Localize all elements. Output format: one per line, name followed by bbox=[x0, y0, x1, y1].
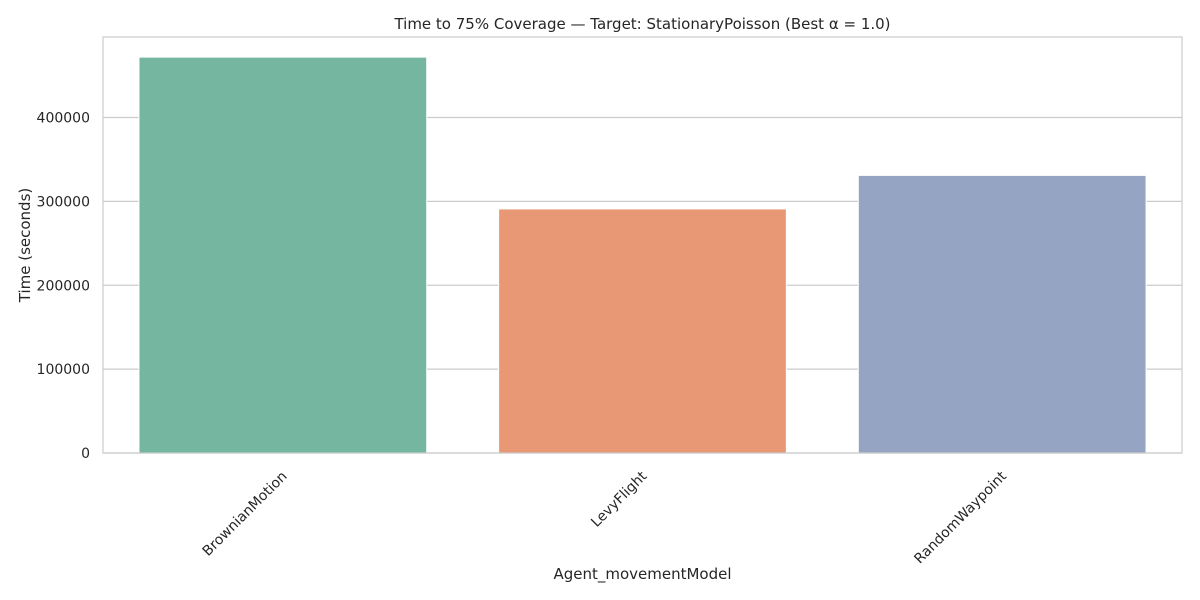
x-tick-label: LevyFlight bbox=[588, 468, 650, 530]
x-tick-labels: BrownianMotion LevyFlight RandomWaypoint bbox=[200, 468, 1011, 567]
y-tick-label: 100000 bbox=[37, 362, 90, 378]
y-tick-label: 200000 bbox=[37, 278, 90, 294]
chart-title: Time to 75% Coverage — Target: Stationar… bbox=[393, 15, 890, 33]
x-axis-label: Agent_movementModel bbox=[553, 565, 731, 584]
plot-frame bbox=[102, 36, 1183, 454]
y-tick-label: 300000 bbox=[37, 194, 90, 210]
y-tick-label: 400000 bbox=[37, 111, 90, 127]
x-tick-label: BrownianMotion bbox=[200, 469, 291, 560]
y-tick-labels: 0 100000 200000 300000 400000 bbox=[37, 111, 90, 462]
y-axis-label: Time (seconds) bbox=[16, 188, 34, 304]
bar-BrownianMotion bbox=[138, 56, 428, 454]
bar-LevyFlight bbox=[498, 208, 787, 454]
y-tick-label: 0 bbox=[81, 446, 90, 462]
x-tick-label: RandomWaypoint bbox=[911, 468, 1010, 567]
bars bbox=[138, 56, 1147, 454]
bar-RandomWaypoint bbox=[857, 174, 1147, 454]
